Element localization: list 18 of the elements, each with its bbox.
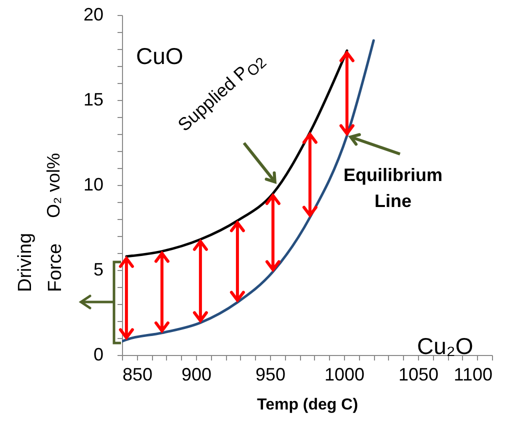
y-axis-title: O₂ vol% bbox=[43, 152, 64, 218]
text: Driving bbox=[14, 232, 37, 292]
x-tick-label: 850 bbox=[122, 364, 153, 384]
y-tick-label: 15 bbox=[83, 90, 104, 110]
y-tick-label: 0 bbox=[93, 344, 104, 364]
y-tick-label: 20 bbox=[83, 4, 104, 24]
x-tick-label: 1100 bbox=[454, 364, 492, 384]
x-tick-label: 1000 bbox=[324, 364, 365, 384]
x-axis-title: Temp (deg C) bbox=[256, 396, 358, 414]
annotation: CuO bbox=[136, 42, 184, 71]
y-tick-label: 10 bbox=[83, 174, 104, 194]
x-tick-label: 900 bbox=[181, 364, 212, 384]
y-tick-label: 5 bbox=[93, 260, 104, 280]
x-tick-label: 1050 bbox=[398, 364, 439, 384]
annotation: Equilibrium Line bbox=[342, 164, 444, 214]
text: Force bbox=[44, 243, 67, 292]
x-tick-label: 950 bbox=[255, 364, 286, 384]
annotation: Cu₂O bbox=[417, 332, 474, 361]
